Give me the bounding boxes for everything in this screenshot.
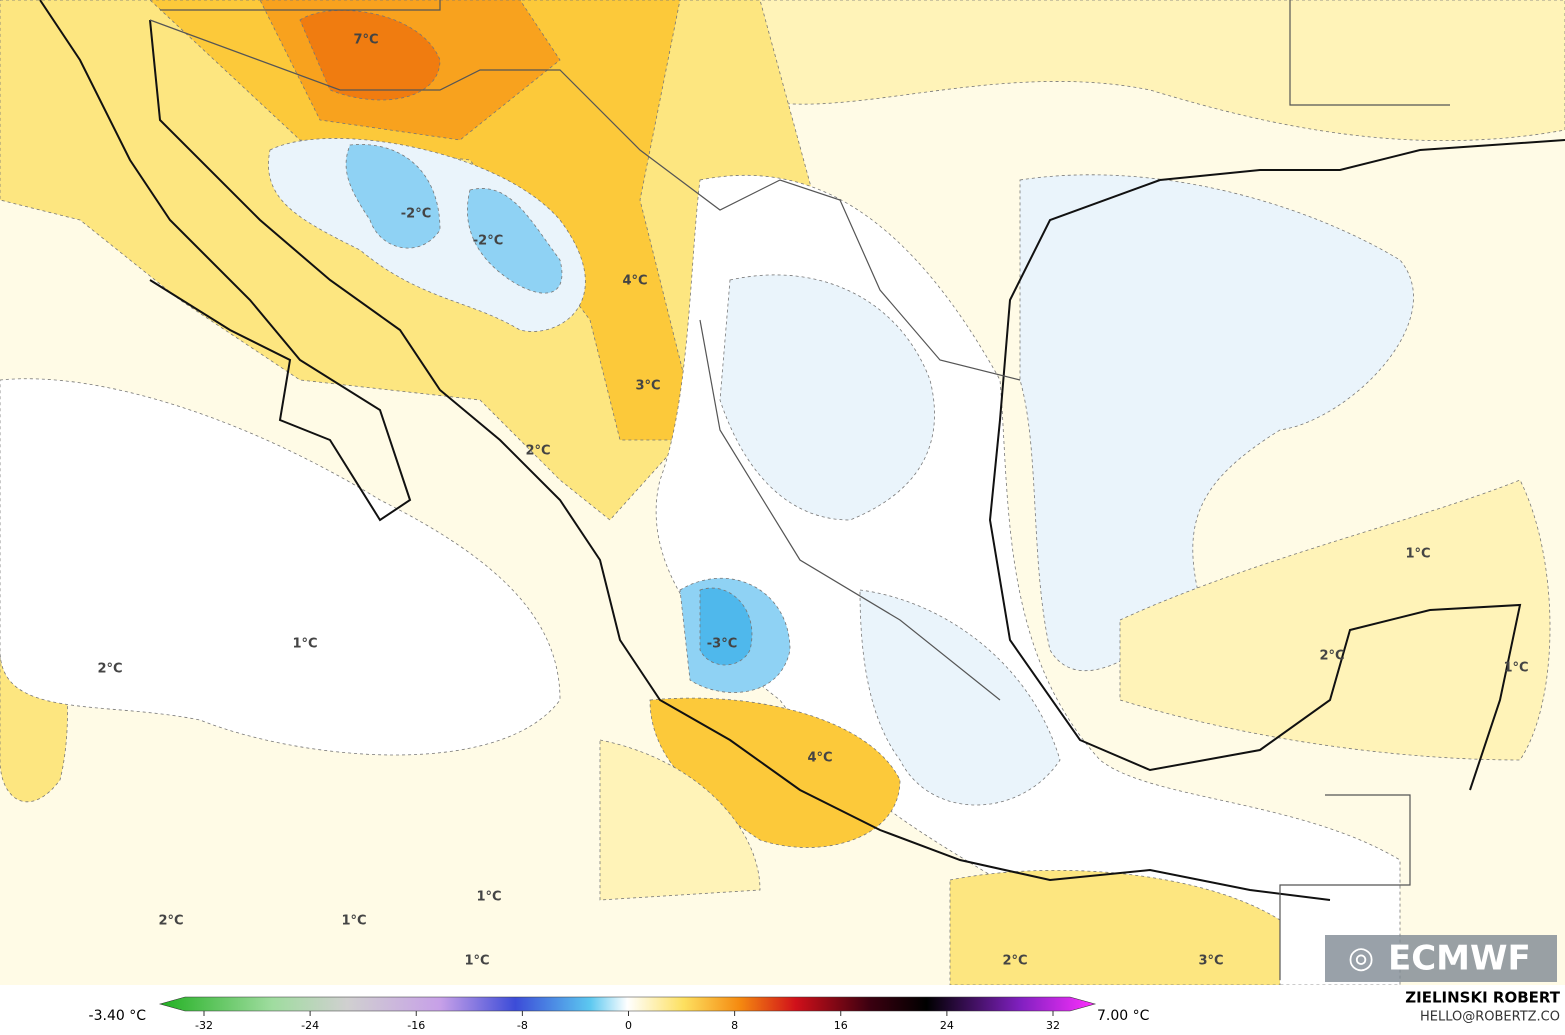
colorbar-tick-label: -32 [195, 1019, 213, 1032]
contour-label: 2°C [1319, 649, 1344, 664]
contour-label: 1°C [476, 890, 501, 905]
contour-label: 1°C [292, 637, 317, 652]
contour-label: 2°C [97, 662, 122, 677]
contour-label: -2°C [473, 234, 503, 249]
contour-label: -3°C [707, 637, 737, 652]
contour-label: 3°C [1198, 954, 1223, 969]
contour-label: -2°C [401, 207, 431, 222]
contour-label: 1°C [341, 914, 366, 929]
colorbar [158, 996, 1097, 1012]
contour-label: 4°C [622, 274, 647, 289]
logo-icon: ◎ [1348, 941, 1374, 976]
credit-email: HELLO@ROBERTZ.CO [1420, 1010, 1560, 1025]
colorbar-tick-label: 24 [940, 1019, 954, 1032]
contour-label: 1°C [1405, 547, 1430, 562]
colorbar-tick-label: -8 [517, 1019, 528, 1032]
contour-labels: 7°C -2°C -2°C 4°C 3°C 2°C 1°C 2°C 1°C -3°C 1°C 2°C 4… [97, 33, 1528, 969]
contour-label: 4°C [807, 751, 832, 766]
colorbar-tick-label: 32 [1046, 1019, 1060, 1032]
borders [149, 0, 1450, 980]
colorbar-tick-label: -24 [301, 1019, 319, 1032]
contour-label: 2°C [1002, 954, 1027, 969]
colorbar-tick-label: 0 [625, 1019, 632, 1032]
logo-box [1325, 935, 1557, 982]
logo-text: ECMWF [1388, 939, 1531, 979]
coastlines [39, 0, 1565, 901]
contour-label: 3°C [635, 379, 660, 394]
contour-label: 7°C [353, 33, 378, 48]
contour-label: 1°C [464, 954, 489, 969]
contour-label: 2°C [525, 444, 550, 459]
contour-label: 1°C [1503, 661, 1528, 676]
colorbar-tick-label: 16 [834, 1019, 848, 1032]
contour-label: 2°C [158, 914, 183, 929]
credit-name: ZIELINSKI ROBERT [1405, 989, 1560, 1007]
colorbar-tick-label: -16 [407, 1019, 425, 1032]
anomaly-fields [0, 0, 1565, 986]
colorbar-tick-label: 8 [731, 1019, 738, 1032]
colorbar-min: -3.40 °C [89, 1008, 147, 1024]
colorbar-max: 7.00 °C [1097, 1008, 1150, 1024]
